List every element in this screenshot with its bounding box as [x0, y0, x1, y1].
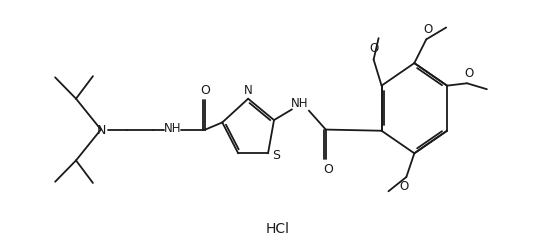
Text: NH: NH [291, 97, 309, 110]
Text: O: O [400, 180, 409, 193]
Text: O: O [369, 42, 378, 55]
Text: O: O [465, 67, 473, 80]
Text: O: O [424, 23, 433, 36]
Text: NH: NH [164, 122, 181, 135]
Text: O: O [201, 84, 211, 97]
Text: S: S [272, 149, 280, 162]
Text: N: N [244, 84, 252, 97]
Text: O: O [323, 163, 333, 176]
Text: HCl: HCl [266, 222, 290, 236]
Text: N: N [97, 124, 106, 137]
